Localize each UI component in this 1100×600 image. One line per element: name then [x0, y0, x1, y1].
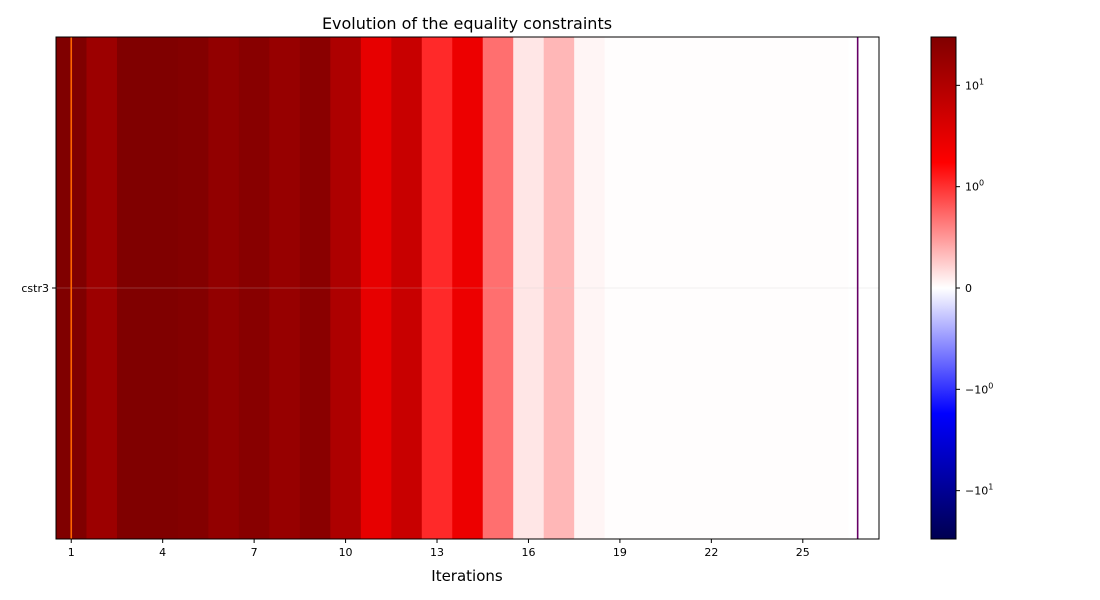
colorbar-tick-label: −100: [965, 381, 993, 396]
marker-lines: [70, 37, 859, 539]
colorbar-tick-label: 100: [965, 179, 984, 194]
x-axis-label: Iterations: [431, 567, 503, 585]
colorbar-tick-label: 101: [965, 77, 984, 92]
x-tick-label: 19: [613, 546, 627, 559]
x-tick-label: 10: [339, 546, 353, 559]
chart-title: Evolution of the equality constraints: [322, 14, 612, 33]
colorbar-tick-label: 0: [965, 282, 972, 295]
y-axis: cstr3: [21, 282, 56, 295]
heatmap-cells: [56, 37, 880, 539]
colorbar: [930, 36, 957, 540]
x-tick-label: 13: [430, 546, 444, 559]
x-tick-label: 16: [521, 546, 535, 559]
x-tick-label: 25: [796, 546, 810, 559]
x-tick-label: 1: [68, 546, 75, 559]
x-axis: 1 4 7 10 13 16 19 22 25: [68, 539, 810, 559]
x-tick-label: 7: [251, 546, 258, 559]
x-tick-label: 4: [159, 546, 166, 559]
y-tick-label: cstr3: [21, 282, 49, 295]
colorbar-axis: 101 100 0 −100 −101: [956, 77, 993, 498]
x-tick-label: 22: [704, 546, 718, 559]
colorbar-tick-label: −101: [965, 483, 993, 498]
